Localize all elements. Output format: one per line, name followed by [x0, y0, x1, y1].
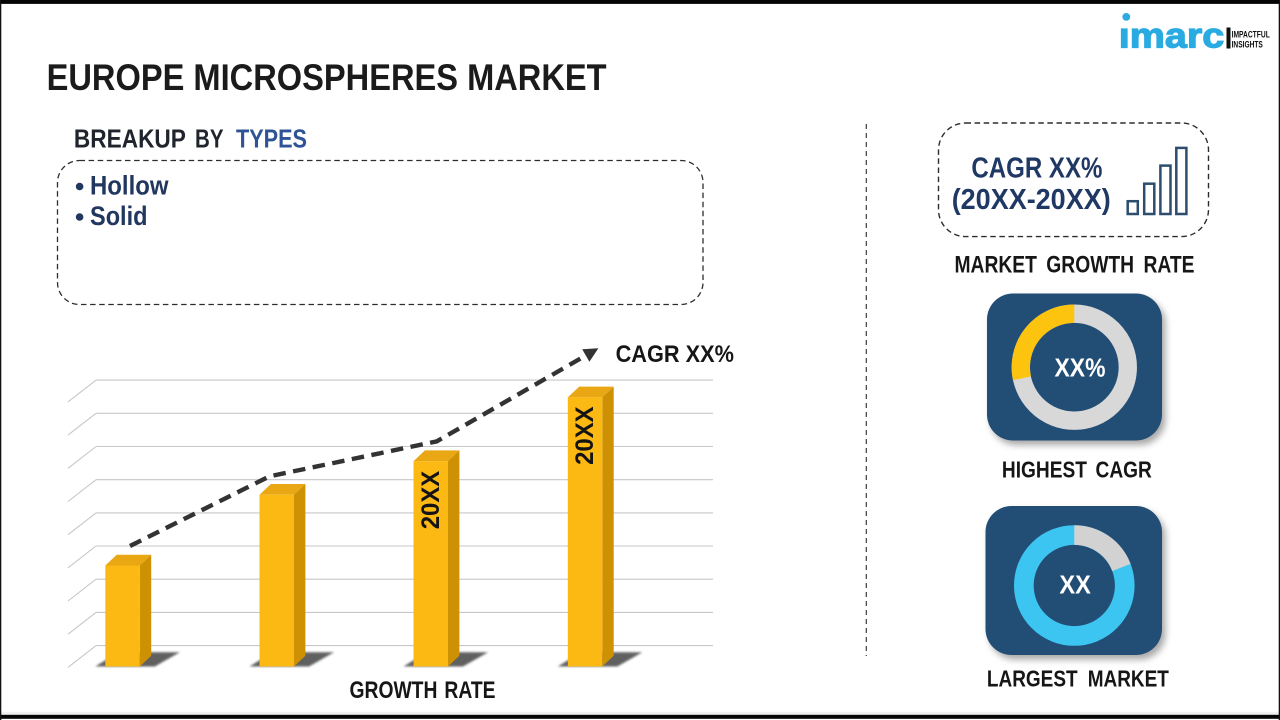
svg-text:20XX: 20XX	[417, 470, 445, 529]
svg-text:HIGHEST CAGR: HIGHEST CAGR	[1002, 457, 1152, 483]
svg-text:Hollow: Hollow	[90, 171, 169, 201]
svg-text:LARGEST MARKET: LARGEST MARKET	[987, 666, 1170, 692]
svg-text:XX%: XX%	[1055, 355, 1106, 383]
svg-text:GROWTH RATE: GROWTH RATE	[350, 677, 496, 704]
svg-text:INSIGHTS: INSIGHTS	[1232, 40, 1264, 51]
svg-text:TYPES: TYPES	[236, 123, 307, 153]
svg-text:(20XX-20XX): (20XX-20XX)	[952, 184, 1111, 216]
svg-text:CAGR XX%: CAGR XX%	[971, 152, 1102, 184]
svg-text:Solid: Solid	[90, 201, 148, 231]
svg-text:MARKET GROWTH RATE: MARKET GROWTH RATE	[955, 252, 1195, 279]
svg-text:ımarc: ımarc	[1119, 16, 1225, 56]
svg-text:BY: BY	[195, 123, 224, 153]
svg-text:IMPACTFUL: IMPACTFUL	[1232, 30, 1270, 41]
svg-text:BREAKUP: BREAKUP	[74, 123, 186, 153]
svg-text:20XX: 20XX	[571, 406, 599, 465]
svg-text:CAGR XX%: CAGR XX%	[616, 341, 734, 368]
svg-text:EUROPE MICROSPHERES MARKET: EUROPE MICROSPHERES MARKET	[47, 57, 607, 98]
svg-text:XX: XX	[1059, 569, 1091, 599]
